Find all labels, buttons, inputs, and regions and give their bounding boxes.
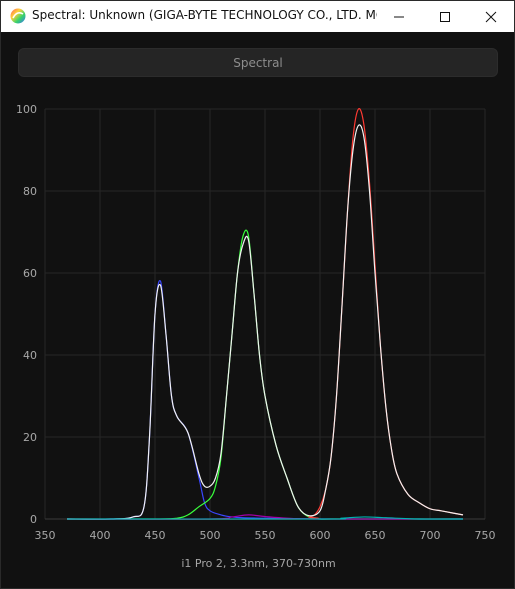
close-button[interactable]	[468, 1, 514, 32]
x-tick-label: 550	[255, 529, 276, 542]
close-icon	[485, 11, 497, 22]
y-tick-label: 0	[30, 513, 37, 526]
x-tick-label: 500	[200, 529, 221, 542]
x-tick-label: 400	[90, 529, 111, 542]
x-tick-label: 350	[35, 529, 56, 542]
x-tick-label: 450	[145, 529, 166, 542]
x-tick-label: 750	[475, 529, 496, 542]
series-line	[66, 124, 464, 520]
y-tick-label: 40	[23, 349, 37, 362]
spectral-chart: 350 400 450 500 550 600 650 700 750 0 20 40 60 80 100	[1, 97, 515, 547]
y-tick-label: 100	[16, 103, 37, 116]
spectral-tab-button[interactable]: Spectral	[18, 48, 498, 77]
spectral-chart-svg: 350 400 450 500 550 600 650 700 750 0 20 40 60 80 100	[16, 103, 496, 542]
series-line	[66, 516, 464, 520]
measurement-caption: i1 Pro 2, 3.3nm, 370-730nm	[181, 557, 336, 570]
maximize-button[interactable]	[422, 1, 468, 32]
spectral-app-icon	[10, 8, 26, 24]
title-bar[interactable]: Spectral: Unknown (GIGA-BYTE TECHNOLOGY …	[1, 1, 514, 32]
y-tick-label: 60	[23, 267, 37, 280]
y-tick-label: 20	[23, 431, 37, 444]
maximize-icon	[440, 11, 450, 22]
minimize-icon	[394, 16, 404, 17]
minimize-button[interactable]	[376, 1, 422, 32]
x-tick-label: 650	[365, 529, 386, 542]
x-tick-label: 700	[420, 529, 441, 542]
x-tick-label: 600	[310, 529, 331, 542]
window-title: Spectral: Unknown (GIGA-BYTE TECHNOLOGY …	[32, 8, 377, 22]
y-tick-label: 80	[23, 185, 37, 198]
